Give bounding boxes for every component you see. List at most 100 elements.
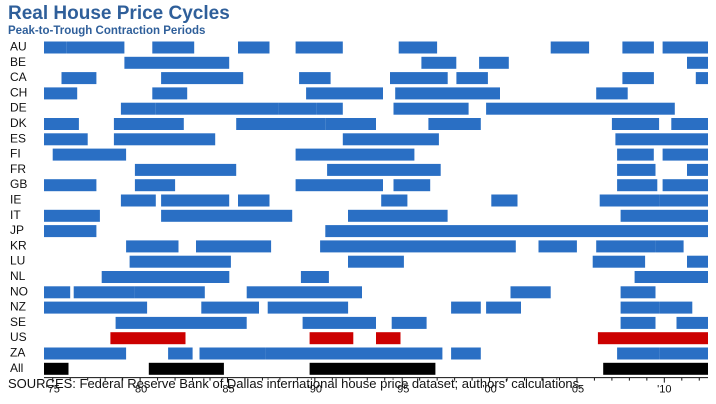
episode-bar-gb-2	[295, 179, 383, 192]
episode-bar-kr-1	[196, 240, 272, 253]
episode-bar-de-0	[120, 102, 156, 115]
episode-bar-se-2	[391, 316, 427, 329]
x-tick-label: '00	[482, 384, 496, 396]
episode-bar-kr-5	[655, 240, 684, 253]
episode-bar-be-1	[421, 56, 457, 69]
episode-bar-au-6	[550, 41, 590, 54]
row-label-au: AU	[10, 40, 27, 54]
episode-bar-fr-2	[617, 163, 656, 176]
episode-bar-all-0	[44, 362, 69, 375]
episode-bar-es-3	[615, 133, 708, 146]
episode-bar-es-1	[113, 133, 216, 146]
episode-bar-de-2	[278, 102, 317, 115]
episode-bar-dk-1	[113, 118, 184, 130]
episode-bar-be-0	[124, 56, 230, 69]
episode-bar-nz-1	[201, 301, 259, 314]
row-label-it: IT	[10, 208, 21, 222]
episode-bar-kr-3	[538, 240, 577, 253]
chart-title: Real House Price Cycles	[8, 3, 230, 24]
episode-bar-no-5	[620, 286, 656, 299]
episode-bar-fr-3	[687, 163, 708, 176]
episode-bar-gb-5	[662, 179, 708, 192]
episode-bar-ca-0	[61, 72, 97, 85]
episode-bar-jp-0	[44, 225, 97, 238]
episode-bar-au-2	[152, 41, 195, 54]
episode-bar-dk-3	[325, 118, 376, 130]
episode-bar-lu-1	[348, 255, 404, 268]
episode-bar-nz-0	[44, 301, 148, 314]
episode-bar-no-2	[134, 286, 205, 299]
episode-bar-it-0	[44, 209, 100, 222]
row-label-de: DE	[10, 101, 27, 115]
episode-bar-se-1	[302, 316, 376, 329]
episode-bar-nl-2	[634, 271, 708, 283]
episode-bar-se-0	[115, 316, 247, 329]
episode-bar-dk-4	[428, 118, 481, 130]
episode-bar-kr-0	[126, 240, 179, 253]
episode-bar-ie-4	[381, 194, 408, 207]
row-label-fr: FR	[10, 162, 26, 176]
row-label-jp: JP	[10, 223, 24, 237]
row-label-gb: GB	[10, 177, 27, 191]
row-label-es: ES	[10, 131, 26, 145]
episode-bar-no-0	[44, 286, 71, 299]
episode-bar-za-7	[659, 347, 708, 360]
episode-bar-ch-2	[306, 87, 383, 100]
episode-bar-it-3	[620, 209, 708, 222]
episode-bar-ie-3	[238, 194, 270, 207]
episode-bar-nz-6	[659, 301, 693, 314]
episode-bar-dk-6	[671, 118, 708, 130]
episode-bar-za-2	[199, 347, 266, 360]
episode-bar-ca-1	[161, 72, 244, 85]
episode-bar-au-5	[398, 41, 438, 54]
episode-bar-nz-5	[620, 301, 659, 314]
episode-bar-fi-1	[295, 148, 373, 161]
episode-bar-no-4	[510, 286, 551, 299]
row-label-be: BE	[10, 55, 26, 69]
row-label-dk: DK	[10, 116, 27, 130]
x-tick-label: '95	[395, 384, 409, 396]
episode-bar-nz-4	[486, 301, 521, 314]
episode-bar-au-3	[238, 41, 270, 54]
episode-bar-ie-1	[161, 194, 200, 207]
episode-bar-all-2	[309, 362, 436, 375]
episode-bar-kr-4	[596, 240, 656, 253]
episode-bar-au-8	[662, 41, 708, 54]
episode-bar-lu-0	[129, 255, 231, 268]
episode-bar-ie-5	[491, 194, 518, 207]
episode-bar-gb-0	[44, 179, 97, 192]
episode-bar-dk-5	[611, 118, 660, 130]
row-label-ie: IE	[10, 193, 21, 207]
episode-bar-de-4	[393, 102, 469, 115]
episode-bar-se-3	[620, 316, 656, 329]
episode-bar-de-1	[155, 102, 279, 115]
row-label-nl: NL	[10, 269, 26, 283]
episode-bar-ca-2	[299, 72, 331, 85]
row-label-us: US	[10, 330, 27, 344]
episode-bar-lu-3	[687, 255, 708, 268]
episode-bar-ie-0	[120, 194, 156, 207]
episode-bar-nz-3	[451, 301, 481, 314]
episode-bar-au-0	[44, 41, 67, 54]
row-label-ca: CA	[10, 70, 27, 84]
chart-subtitle: Peak-to-Trough Contraction Periods	[8, 25, 206, 37]
episode-bar-be-2	[479, 56, 509, 69]
episode-bar-fr-1	[327, 163, 441, 176]
episode-bar-au-1	[66, 41, 125, 54]
episode-bar-es-0	[44, 133, 88, 146]
episode-bar-fi-4	[662, 148, 708, 161]
episode-bar-it-2	[348, 209, 448, 222]
episode-bar-za-1	[168, 347, 193, 360]
x-tick-label: '85	[220, 384, 234, 396]
episode-bar-no-3	[246, 286, 362, 299]
episode-bar-all-3	[603, 362, 708, 375]
episode-bar-ie-2	[199, 194, 230, 207]
episode-bar-es-2	[342, 133, 439, 146]
episode-bar-ie-7	[659, 194, 708, 207]
episode-bar-za-3	[265, 347, 376, 360]
source-note: SOURCES: Federal Reserve Bank of Dallas …	[8, 376, 583, 391]
episode-bar-nz-2	[267, 301, 349, 314]
episode-bar-nl-1	[300, 271, 329, 283]
episode-bar-all-1	[148, 362, 224, 375]
